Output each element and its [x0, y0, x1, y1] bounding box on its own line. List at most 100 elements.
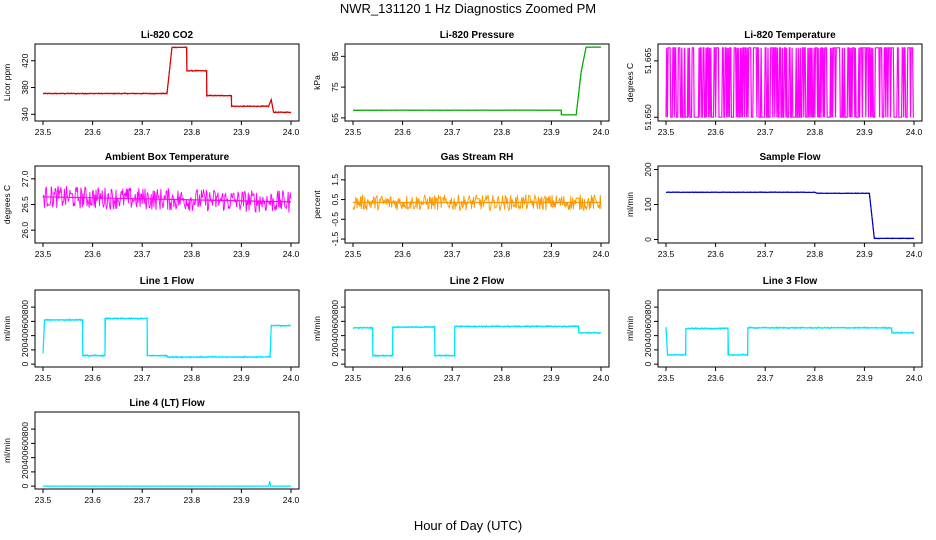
y-tick-label: 800	[20, 300, 30, 314]
panel-6: Sample Flow 23.5 23.6 23.7 23.8 23.9 24.0 0 100 2…	[625, 152, 923, 259]
panel-10: Line 4 (LT) Flow 23.5 23.6 23.7 23.8 23.9 24.0…	[2, 398, 300, 505]
x-tick-label: 23.7	[134, 127, 151, 137]
x-tick-label: 23.5	[345, 249, 362, 259]
x-tick-label: 24.0	[283, 495, 300, 505]
y-tick-label: 200	[20, 465, 30, 479]
x-tick-label: 23.8	[807, 373, 824, 383]
x-tick-label: 23.9	[233, 249, 250, 259]
y-tick-label: 600	[20, 314, 30, 328]
x-tick-label: 24.0	[283, 127, 300, 137]
y-tick-label: 420	[20, 53, 30, 67]
series-line	[352, 46, 602, 116]
panel-5: Gas Stream RH 23.5 23.6 23.7 23.8 23.9 24.0 -1.…	[312, 152, 610, 259]
x-tick-label: 23.8	[184, 373, 201, 383]
panel-4: Ambient Box Temperature 23.5 23.6 23.7 23.8 2…	[2, 152, 300, 259]
y-tick-label: 800	[643, 300, 653, 314]
x-tick-label: 23.9	[543, 249, 560, 259]
panel-3: Li-820 Temperature 23.5 23.6 23.7 23.8 23.9 24…	[625, 30, 923, 137]
x-tick-label: 23.9	[856, 373, 873, 383]
panel-8: Line 2 Flow 23.5 23.6 23.7 23.8 23.9 24.0 0 2004…	[312, 276, 610, 383]
x-tick-label: 23.6	[394, 127, 411, 137]
series-line	[42, 316, 292, 359]
x-tick-label: 23.6	[394, 249, 411, 259]
series-step-line	[666, 191, 914, 239]
x-tick-label: 24.0	[593, 127, 610, 137]
x-tick-label: 23.8	[494, 127, 511, 137]
series-line	[665, 326, 915, 357]
y-tick-label: 0	[330, 362, 340, 367]
panel-title: Sample Flow	[759, 152, 820, 163]
x-tick-label: 23.7	[444, 373, 461, 383]
plot-frame	[34, 43, 300, 122]
y-tick-label: 65	[330, 113, 340, 123]
y-axis-label: degrees C	[2, 185, 12, 224]
y-tick-label: 0	[643, 362, 653, 367]
y-tick-label: 600	[330, 314, 340, 328]
x-tick-label: 23.6	[84, 127, 101, 137]
series-line	[665, 191, 915, 240]
y-tick-label: 0	[643, 237, 653, 242]
plot-frame	[657, 289, 923, 368]
y-tick-label: 340	[20, 107, 30, 121]
x-tick-label: 23.6	[84, 373, 101, 383]
series-line	[352, 193, 602, 212]
panel-1: Li-820 CO2 23.5 23.6 23.7 23.8 23.9 24.0 340 380…	[2, 30, 300, 137]
panel-title: Line 4 (LT) Flow	[129, 398, 205, 409]
series-line	[353, 324, 602, 359]
y-tick-label: 400	[330, 328, 340, 342]
y-tick-label: 800	[20, 422, 30, 436]
x-tick-label: 23.9	[233, 127, 250, 137]
y-tick-label: 0	[20, 362, 30, 367]
series-line	[42, 481, 291, 487]
plot-frame	[657, 43, 923, 122]
x-tick-label: 23.5	[345, 127, 362, 137]
series-step-line	[43, 46, 291, 113]
y-tick-label: 600	[643, 314, 653, 328]
panel-title: Li-820 Pressure	[440, 30, 515, 41]
panel-title: Line 2 Flow	[450, 276, 505, 287]
x-tick-label: 23.9	[233, 373, 250, 383]
y-tick-label: -0.5	[330, 212, 340, 227]
plot-frame	[34, 289, 300, 368]
x-tick-label: 23.7	[757, 373, 774, 383]
series-line	[42, 186, 292, 213]
x-tick-label: 23.7	[134, 249, 151, 259]
y-tick-label: 75	[330, 82, 340, 92]
y-axis-label: Licor ppm	[2, 64, 12, 101]
y-tick-label: 400	[20, 450, 30, 464]
x-tick-label: 24.0	[906, 127, 923, 137]
x-tick-label: 23.9	[856, 127, 873, 137]
x-tick-label: 23.8	[807, 249, 824, 259]
y-tick-label: 0	[20, 484, 30, 489]
x-tick-label: 23.6	[707, 249, 724, 259]
x-tick-label: 24.0	[283, 249, 300, 259]
x-tick-label: 24.0	[593, 373, 610, 383]
x-tick-label: 24.0	[593, 249, 610, 259]
x-tick-label: 23.8	[807, 127, 824, 137]
x-tick-label: 23.7	[757, 127, 774, 137]
x-tick-label: 23.5	[35, 127, 52, 137]
panel-title: Line 1 Flow	[140, 276, 195, 287]
x-tick-label: 23.7	[444, 249, 461, 259]
x-tick-label: 23.7	[134, 373, 151, 383]
panel-2: Li-820 Pressure 23.5 23.6 23.7 23.8 23.9 24.0 6…	[312, 30, 610, 137]
y-tick-label: 380	[20, 80, 30, 94]
panel-7: Line 1 Flow 23.5 23.6 23.7 23.8 23.9 24.0 0 2004…	[2, 276, 300, 383]
x-tick-label: 23.8	[184, 495, 201, 505]
x-tick-label: 23.5	[345, 373, 362, 383]
plot-frame	[344, 289, 610, 368]
y-tick-label: -1.5	[330, 231, 340, 246]
x-tick-label: 23.9	[233, 495, 250, 505]
x-tick-label: 23.8	[494, 373, 511, 383]
x-tick-label: 23.6	[707, 127, 724, 137]
x-tick-label: 23.5	[658, 127, 675, 137]
y-axis-label: ml/min	[625, 316, 635, 341]
y-tick-label: 51.665	[643, 48, 653, 74]
x-tick-label: 23.6	[394, 373, 411, 383]
y-tick-label: 26.0	[20, 222, 30, 239]
y-tick-label: 800	[330, 300, 340, 314]
y-tick-label: 600	[20, 436, 30, 450]
x-tick-label: 23.8	[184, 127, 201, 137]
series-step-line	[43, 481, 291, 487]
